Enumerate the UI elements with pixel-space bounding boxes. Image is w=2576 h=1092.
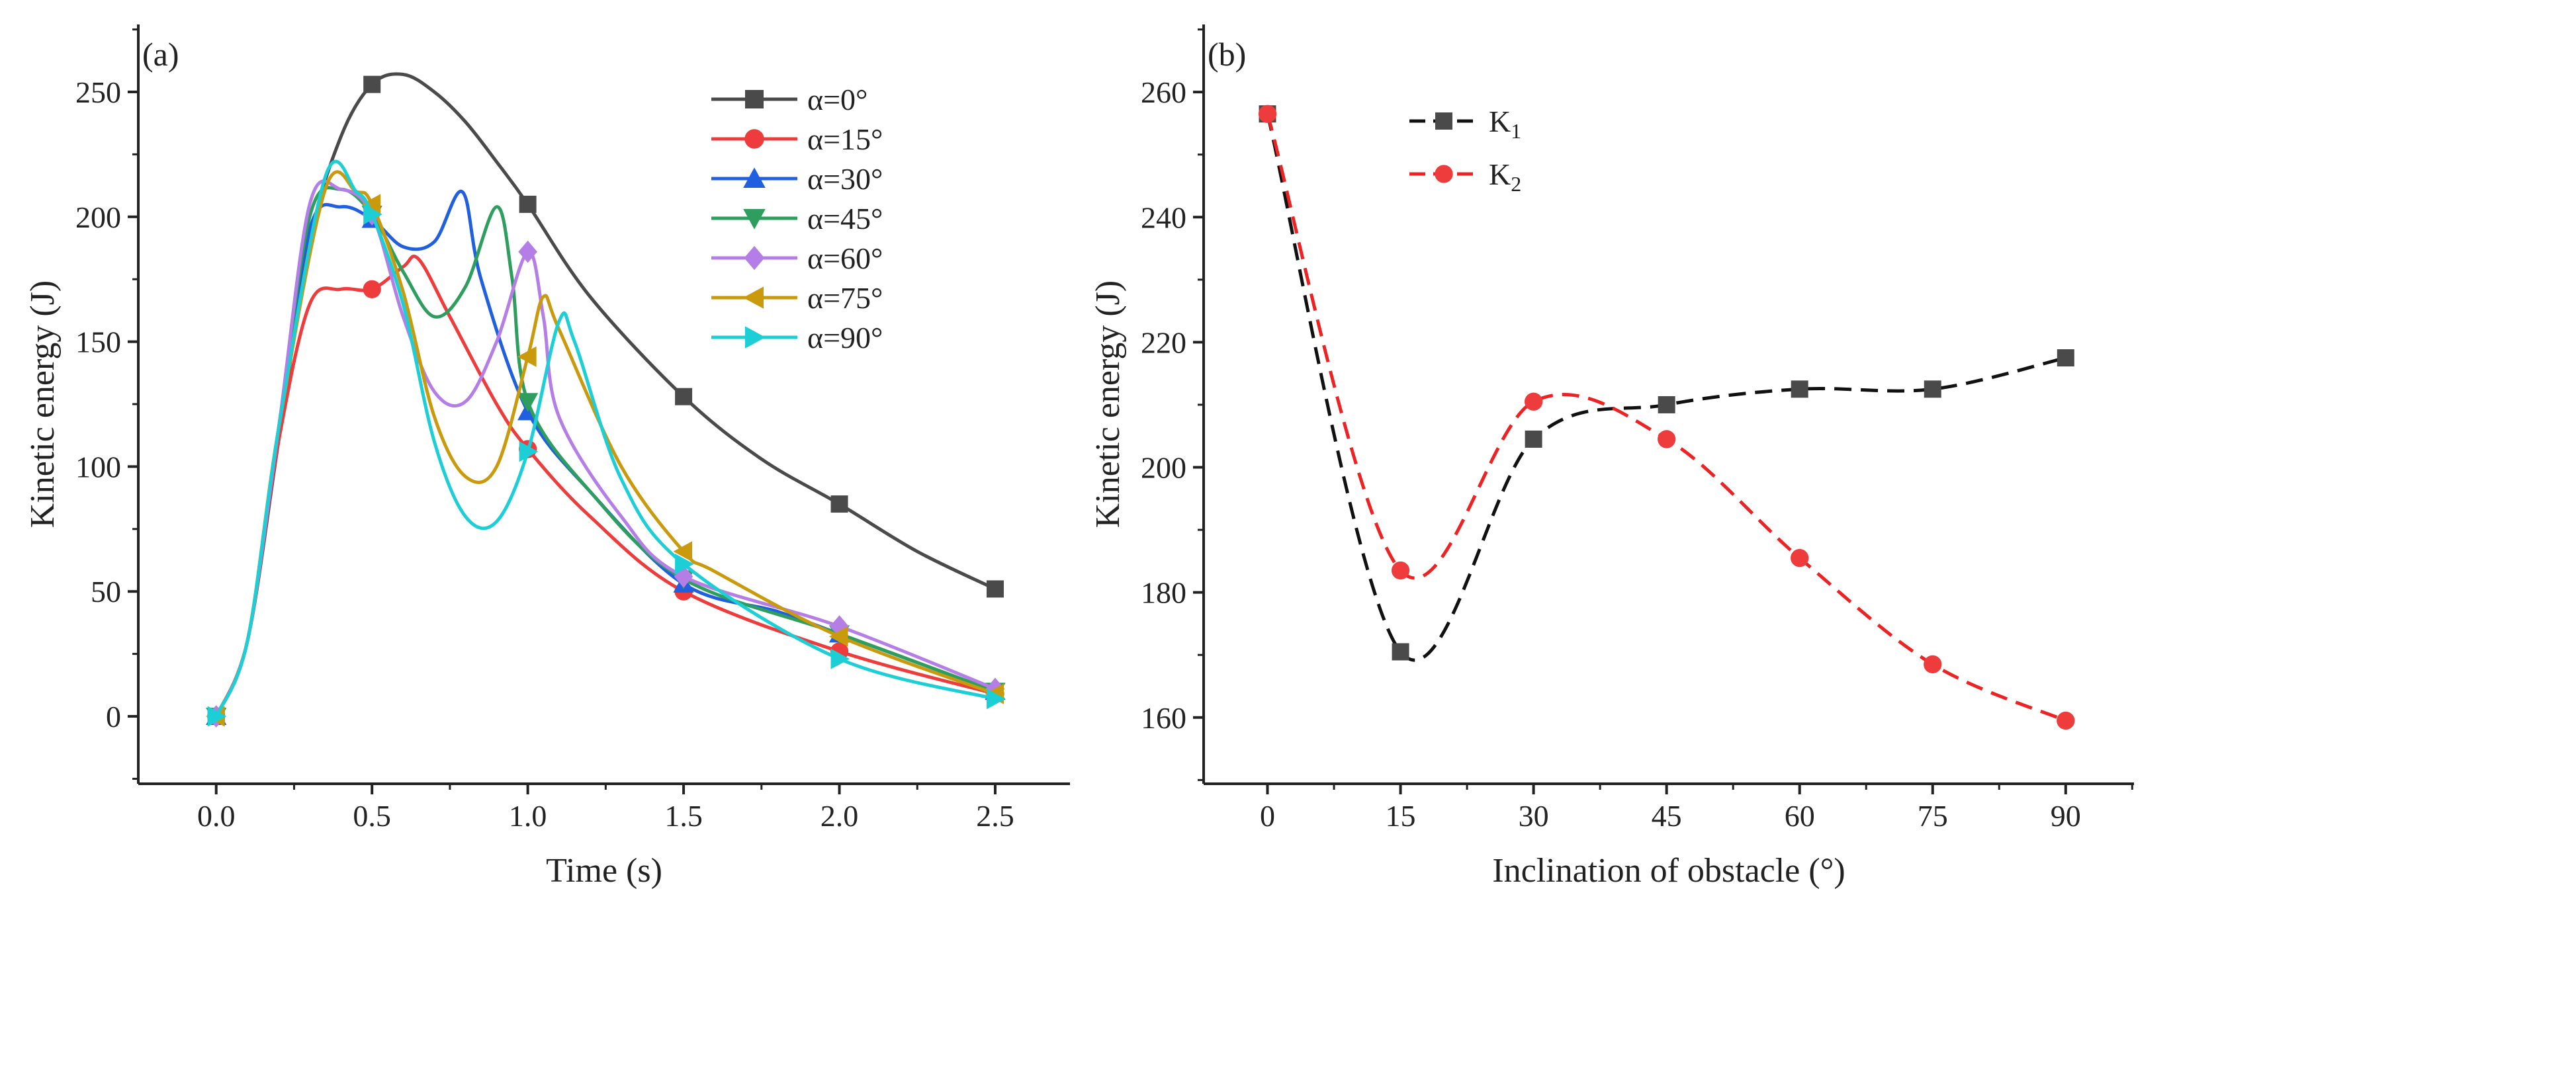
data-point bbox=[363, 75, 381, 93]
legend-marker bbox=[743, 167, 766, 188]
data-point bbox=[2057, 349, 2074, 367]
y-axis-title: Kinetic energy (J) bbox=[24, 280, 62, 528]
data-point bbox=[361, 194, 381, 215]
legend-label: α=30° bbox=[807, 162, 883, 196]
x-tick-label: 1.5 bbox=[664, 799, 703, 833]
data-point bbox=[1392, 643, 1409, 661]
x-tick-label: 90 bbox=[2051, 799, 2081, 833]
series-K2 bbox=[1258, 105, 2075, 730]
data-point bbox=[675, 554, 694, 575]
y-tick-label: 260 bbox=[1141, 75, 1186, 109]
data-point bbox=[1791, 380, 1808, 398]
x-tick-label: 2.5 bbox=[976, 799, 1014, 833]
series-line bbox=[214, 179, 996, 718]
panel-label: (a) bbox=[142, 36, 179, 73]
legend-marker bbox=[745, 326, 766, 349]
legend-label-subscript: 1 bbox=[1511, 119, 1521, 143]
x-tick-label: 2.0 bbox=[821, 799, 859, 833]
y-tick-label: 220 bbox=[1141, 325, 1186, 359]
legend-label: K2 bbox=[1489, 157, 1521, 196]
data-point bbox=[1524, 392, 1543, 411]
y-tick-label: 0 bbox=[106, 700, 121, 734]
y-tick-label: 100 bbox=[75, 450, 121, 483]
x-tick-label: 60 bbox=[1785, 799, 1815, 833]
legend-marker bbox=[744, 245, 765, 271]
panel-label: (b) bbox=[1208, 36, 1246, 73]
data-point bbox=[1258, 105, 1277, 123]
panel-b-kinetic-energy-vs-inclination: 0 15 30 45 60 75 90 160 180 200 220 240 260 Inclinati… bbox=[1089, 24, 2134, 890]
legend-marker bbox=[1435, 112, 1452, 130]
legend-label: α=0° bbox=[807, 83, 867, 116]
data-point bbox=[830, 495, 848, 513]
series-K1 bbox=[1259, 105, 2074, 662]
legend: α=0° α=15° α=30° α=45° α=60° α=75° α=90° bbox=[711, 83, 883, 355]
data-point bbox=[1924, 655, 1942, 674]
legend-label: K1 bbox=[1489, 105, 1521, 143]
data-point bbox=[1791, 548, 1809, 567]
legend-label: α=90° bbox=[807, 321, 883, 355]
panel-a-kinetic-energy-vs-time: 0.0 0.5 1.0 1.5 2.0 2.5 0 50 100 150 200 250 Time (s… bbox=[24, 24, 1070, 890]
data-point bbox=[1525, 430, 1542, 448]
series-α=60° bbox=[206, 179, 1005, 728]
x-tick-label: 0.5 bbox=[353, 799, 391, 833]
legend-label-main: K bbox=[1489, 157, 1511, 191]
y-tick-label: 200 bbox=[1141, 451, 1186, 485]
x-tick-label: 45 bbox=[1652, 799, 1682, 833]
legend-label: α=45° bbox=[807, 202, 883, 235]
y-tick-label: 150 bbox=[75, 325, 121, 359]
data-point bbox=[986, 580, 1004, 598]
data-point bbox=[986, 689, 1006, 710]
x-axis-title: Inclination of obstacle (°) bbox=[1492, 852, 1845, 890]
x-tick-label: 15 bbox=[1386, 799, 1416, 833]
x-tick-label: 30 bbox=[1519, 799, 1549, 833]
legend-marker bbox=[745, 90, 764, 108]
data-point bbox=[517, 346, 537, 367]
legend-label: α=60° bbox=[807, 241, 883, 275]
legend-label-subscript: 2 bbox=[1511, 172, 1521, 196]
data-point bbox=[363, 204, 382, 225]
data-point bbox=[675, 388, 693, 405]
data-point bbox=[828, 626, 848, 647]
series-line bbox=[214, 159, 996, 718]
y-axis-title: Kinetic energy (J) bbox=[1089, 280, 1127, 528]
legend-label-main: K bbox=[1489, 105, 1511, 138]
data-point bbox=[1657, 430, 1676, 448]
y-tick-label: 160 bbox=[1141, 701, 1186, 735]
x-axis-title: Time (s) bbox=[546, 852, 662, 890]
series-line bbox=[1266, 113, 2066, 662]
data-point bbox=[2057, 711, 2075, 730]
data-point bbox=[1391, 561, 1410, 580]
y-tick-label: 180 bbox=[1141, 576, 1186, 610]
data-point bbox=[1924, 380, 1941, 398]
x-tick-label: 0 bbox=[1260, 799, 1275, 833]
x-tick-label: 1.0 bbox=[509, 799, 547, 833]
y-tick-label: 250 bbox=[75, 75, 121, 109]
series-α=90° bbox=[207, 159, 1006, 727]
data-point bbox=[519, 441, 539, 462]
data-point bbox=[830, 648, 850, 669]
data-point bbox=[363, 280, 381, 298]
data-point bbox=[673, 541, 693, 562]
y-tick-label: 200 bbox=[75, 200, 121, 234]
legend-marker bbox=[743, 286, 764, 309]
series-line bbox=[1266, 113, 2066, 722]
data-point bbox=[1658, 396, 1675, 413]
legend-marker bbox=[744, 129, 764, 149]
y-tick-label: 240 bbox=[1141, 200, 1186, 234]
legend-marker bbox=[1435, 165, 1453, 183]
legend-marker bbox=[743, 209, 766, 230]
x-tick-label: 75 bbox=[1918, 799, 1948, 833]
x-tick-label: 0.0 bbox=[197, 799, 236, 833]
data-point bbox=[518, 240, 537, 263]
data-point bbox=[207, 706, 227, 727]
data-point bbox=[519, 195, 537, 213]
y-tick-label: 50 bbox=[91, 575, 121, 609]
legend-label: α=75° bbox=[807, 281, 883, 315]
data-point bbox=[517, 393, 539, 412]
series-line bbox=[214, 254, 996, 718]
legend-label: α=15° bbox=[807, 122, 883, 156]
